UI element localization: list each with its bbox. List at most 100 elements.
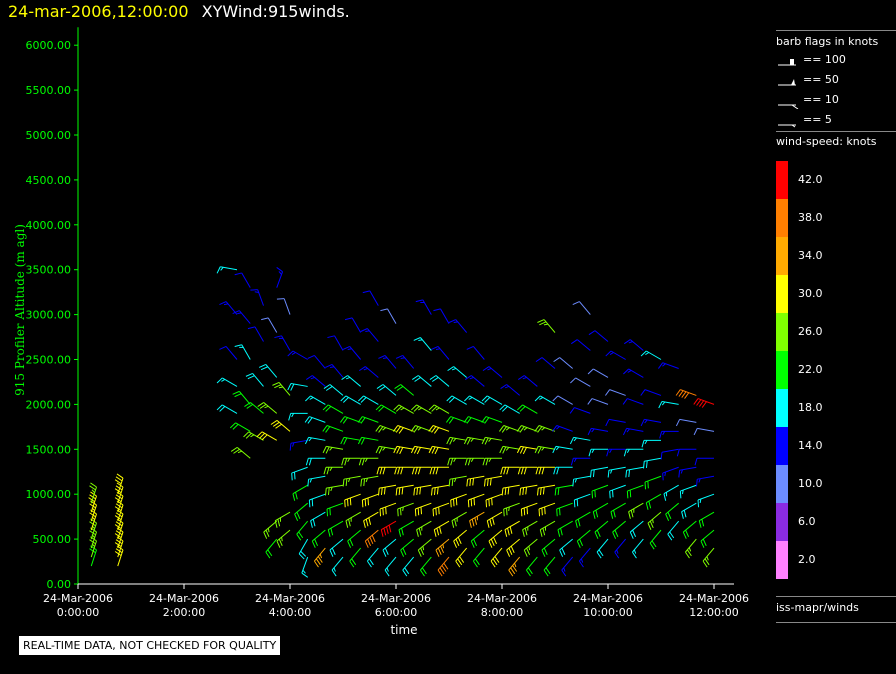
wind-barb [364,529,379,548]
x-tick-date: 24-Mar-2006 [149,592,219,605]
wind-barb [114,482,124,504]
colorbar-segment [776,427,788,465]
wind-barb [402,556,415,577]
wind-barb [569,407,591,414]
wind-barb [499,425,520,433]
wind-barb [347,529,361,548]
wind-barb [596,538,609,559]
wind-barb [543,556,556,577]
wind-barb [481,395,503,405]
wind-barb [455,547,468,568]
wind-barb [466,475,485,487]
x-tick-time: 8:00:00 [481,606,523,619]
wind-barb [626,484,644,499]
wind-barb [614,538,627,559]
wind-barb [534,445,556,454]
wind-barb [382,538,397,557]
wind-barb [606,448,626,457]
wind-barb [357,416,379,424]
y-axis-label: 915 Profiler Altitude (m agl) [13,224,27,396]
wind-barb [612,520,626,539]
wind-barb [310,511,326,528]
wind-barb [301,556,309,578]
x-tick-time: 10:00:00 [583,606,632,619]
wind-barb [342,475,361,487]
wind-barb [640,418,662,427]
barb-half-5-icon [778,124,796,128]
y-tick-label: 5000.00 [26,129,72,142]
wind-barb [682,520,697,539]
wind-barb [349,547,362,568]
colorbar-segment [776,275,788,313]
wind-barb [516,445,538,455]
wind-barb [261,317,278,333]
wind-barb [322,445,344,454]
wind-barb [276,267,284,288]
x-tick-time: 2:00:00 [163,606,205,619]
wind-barb [693,398,715,408]
wind-barb [640,350,662,360]
wind-barb [411,466,432,475]
wind-barb [517,375,538,387]
y-tick-label: 5500.00 [26,84,72,97]
quality-note: REAL-TIME DATA, NOT CHECKED FOR QUALITY [19,636,281,655]
wind-barb [470,529,485,548]
wind-barb [88,491,97,513]
wind-barb [322,425,344,433]
wind-barb [561,556,574,577]
y-tick-label: 6000.00 [26,39,72,52]
wind-barb [292,484,308,501]
wind-barb [696,475,715,487]
wind-barb [270,419,291,432]
wind-barb [313,547,326,568]
wind-barb [446,416,467,424]
wind-barb [216,266,238,274]
colorbar-label: 30.0 [798,287,823,300]
wind-barb [535,357,556,369]
wind-barb [519,484,538,496]
wind-barb [622,398,644,405]
wind-barb [323,466,343,475]
wind-barb [482,366,503,378]
wind-barb [500,466,520,475]
y-tick-label: 1500.00 [26,443,72,456]
y-tick-label: 0.00 [47,578,72,591]
wind-barb [308,493,326,508]
wind-barb [380,308,397,324]
barb-entry-5: == 5 [776,113,886,129]
wind-barb [537,319,556,333]
wind-barb [414,502,432,517]
wind-barb [393,425,414,434]
wind-barb [534,395,556,405]
wind-barb [506,538,520,557]
wind-barb [363,511,379,528]
colorbar-segment [776,351,788,389]
wind-barb [393,445,414,455]
wind-barb [644,475,662,490]
wind-barb [472,547,485,568]
wind-barb [516,425,538,433]
wind-barb [517,466,538,475]
wind-barb [375,425,397,433]
legend-panel: barb flags in knots == 100 == 50 == 10 =… [770,30,896,630]
wind-barb [263,520,278,539]
wind-barb [288,412,308,421]
wind-barb [256,431,277,441]
wind-barb [679,484,697,499]
wind-barb [541,538,556,557]
wind-barb [411,375,432,387]
wind-barb [684,538,697,559]
windspeed-legend-title: wind-speed: knots [776,135,877,148]
wind-barb [327,520,344,537]
wind-barb [114,473,124,495]
wind-barb [340,416,361,424]
y-tick-label: 4000.00 [26,219,72,232]
wind-barb [344,493,361,508]
wind-barb [588,330,609,342]
x-tick-date: 24-Mar-2006 [573,592,643,605]
wind-barb [569,436,591,445]
wind-barb [504,520,520,537]
wind-barb [467,493,485,508]
colorbar-segment [776,313,788,351]
y-tick-label: 2000.00 [26,398,72,411]
